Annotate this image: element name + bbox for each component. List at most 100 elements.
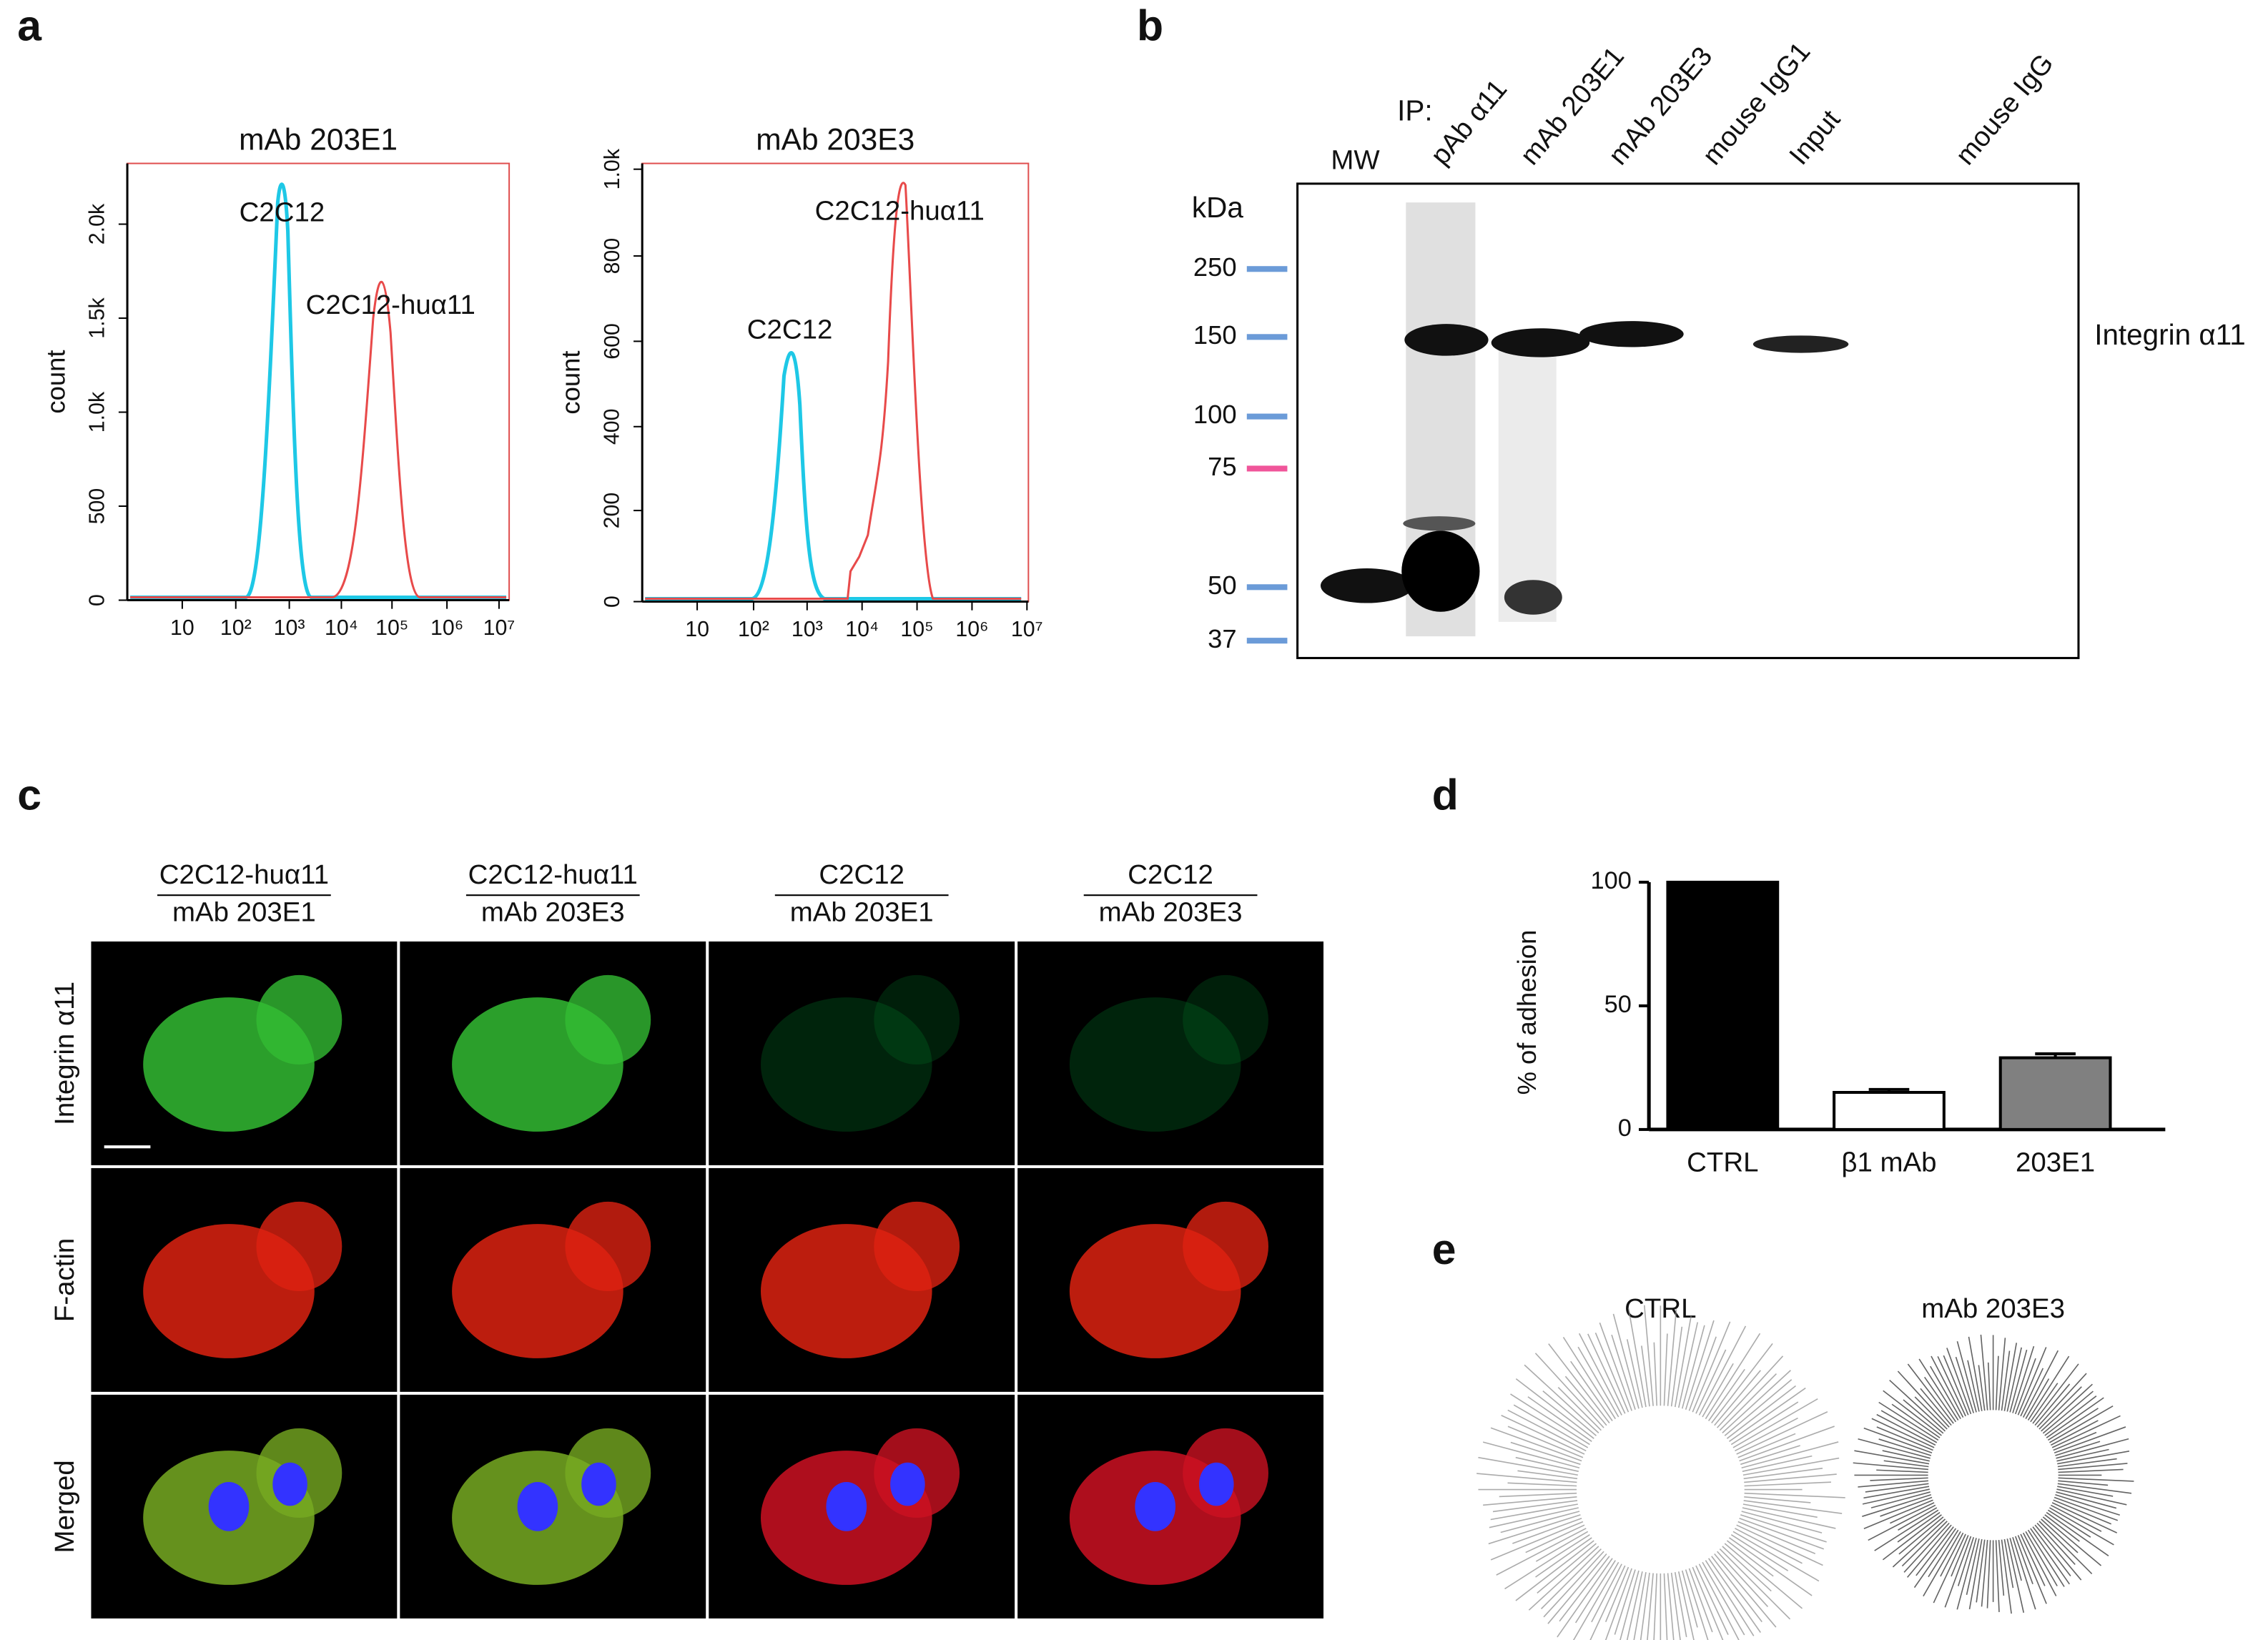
sprout — [1928, 1529, 1959, 1578]
sprout — [1742, 1503, 1818, 1518]
sprout — [1591, 1564, 1622, 1623]
sprout — [1742, 1455, 1813, 1473]
cell — [1183, 974, 1268, 1065]
sprout — [1589, 1565, 1626, 1640]
sprout — [1726, 1385, 1796, 1439]
sprout — [1744, 1492, 1845, 1498]
sprout — [2051, 1415, 2121, 1448]
sprout — [2030, 1383, 2059, 1423]
sprout — [1876, 1469, 1928, 1473]
sprout — [1878, 1401, 1939, 1441]
sprout — [1524, 1364, 1599, 1433]
sprout — [2034, 1524, 2082, 1581]
sprout — [1564, 1375, 1607, 1426]
sprout — [1876, 1426, 1933, 1451]
nucleus — [1135, 1481, 1176, 1531]
sprout — [1562, 1336, 1616, 1420]
marker-label: 37 — [1208, 624, 1237, 653]
sprout — [1897, 1370, 1950, 1428]
sprout — [1998, 1338, 2006, 1411]
sprout — [1670, 1572, 1681, 1640]
x-tick-label: CTRL — [1687, 1147, 1758, 1178]
x-tick-label: 10⁴ — [845, 618, 879, 641]
column-header: mAb 203E1 — [790, 897, 934, 928]
sprout — [1504, 1533, 1590, 1590]
unit-label: kDa — [1192, 191, 1243, 224]
sprout — [1557, 1558, 1613, 1638]
sprout — [2003, 1538, 2014, 1589]
sprout — [1891, 1403, 1941, 1438]
sprout — [1955, 1356, 1975, 1413]
sprout — [1698, 1325, 1747, 1416]
sprout — [1967, 1360, 1980, 1412]
ip-label: IP: — [1397, 94, 1432, 127]
sprout — [1862, 1488, 1930, 1505]
sprout — [1930, 1365, 1961, 1419]
sprout — [2050, 1504, 2102, 1532]
cell — [565, 1201, 651, 1292]
band-label: Integrin α11 — [2094, 318, 2245, 351]
sprout — [1998, 1540, 2005, 1596]
sprout — [1543, 1551, 1604, 1618]
y-tick-label: 1.0k — [86, 391, 109, 433]
sprout — [2041, 1383, 2093, 1432]
sprout — [1742, 1457, 1840, 1476]
row-label: F-actin — [49, 1238, 80, 1322]
row-label: Integrin α11 — [49, 982, 80, 1125]
sprout — [2044, 1514, 2080, 1542]
sprout — [1741, 1511, 1823, 1533]
sprout — [2050, 1420, 2099, 1446]
sprout — [1695, 1349, 1727, 1414]
sprout — [1736, 1411, 1828, 1455]
sprout — [2001, 1539, 2012, 1614]
y-tick-label: 50 — [1604, 991, 1632, 1018]
sprout — [1614, 1569, 1636, 1635]
sprout — [2009, 1538, 2022, 1581]
sprout — [1653, 1342, 1658, 1406]
sprout — [1612, 1313, 1640, 1409]
sprout — [2020, 1533, 2046, 1586]
sprout — [1730, 1533, 1789, 1571]
sprout — [1626, 1339, 1643, 1408]
y-tick-label: 200 — [601, 493, 624, 529]
x-tick-label: 10⁵ — [375, 616, 408, 640]
sprout — [1951, 1535, 1969, 1577]
cell — [874, 1201, 960, 1292]
column-header: mAb 203E1 — [172, 897, 316, 928]
sprout — [1496, 1528, 1587, 1576]
plot-title: mAb 203E3 — [756, 123, 914, 157]
sprout — [1976, 1539, 1986, 1603]
y-tick-label: 100 — [1591, 867, 1632, 894]
sprout — [2020, 1368, 2044, 1417]
sprout — [1490, 1521, 1584, 1561]
sprout — [2034, 1383, 2071, 1426]
sprout — [2042, 1390, 2094, 1434]
sprout — [1744, 1473, 1837, 1483]
sprout — [1574, 1560, 1616, 1624]
sprout — [1667, 1573, 1675, 1640]
x-tick-label: 10 — [170, 616, 194, 640]
sprout — [1633, 1572, 1647, 1640]
sprout — [1853, 1462, 1929, 1471]
curve-label: C2C12 — [747, 314, 833, 345]
sprout — [2049, 1507, 2114, 1546]
sprout — [1578, 1333, 1622, 1416]
x-tick-label: 10⁴ — [325, 616, 358, 640]
sprout — [1594, 1332, 1629, 1413]
sprout — [2056, 1438, 2129, 1459]
spheroid-image — [1476, 1305, 1845, 1640]
sprout — [1707, 1558, 1761, 1633]
sprout — [1876, 1413, 1936, 1446]
sprout — [1883, 1460, 1929, 1468]
sprout — [1685, 1320, 1715, 1410]
bar — [1833, 1090, 1946, 1131]
panel-label: e — [1432, 1225, 1456, 1273]
sprout — [2041, 1518, 2079, 1553]
sprout — [1739, 1426, 1835, 1462]
sprout — [1863, 1427, 1933, 1454]
x-tick-label: 10² — [220, 616, 252, 640]
sprout — [1482, 1441, 1580, 1469]
sprout — [1898, 1516, 1944, 1555]
sprout — [1987, 1362, 1991, 1411]
histogram-curve — [130, 182, 507, 599]
